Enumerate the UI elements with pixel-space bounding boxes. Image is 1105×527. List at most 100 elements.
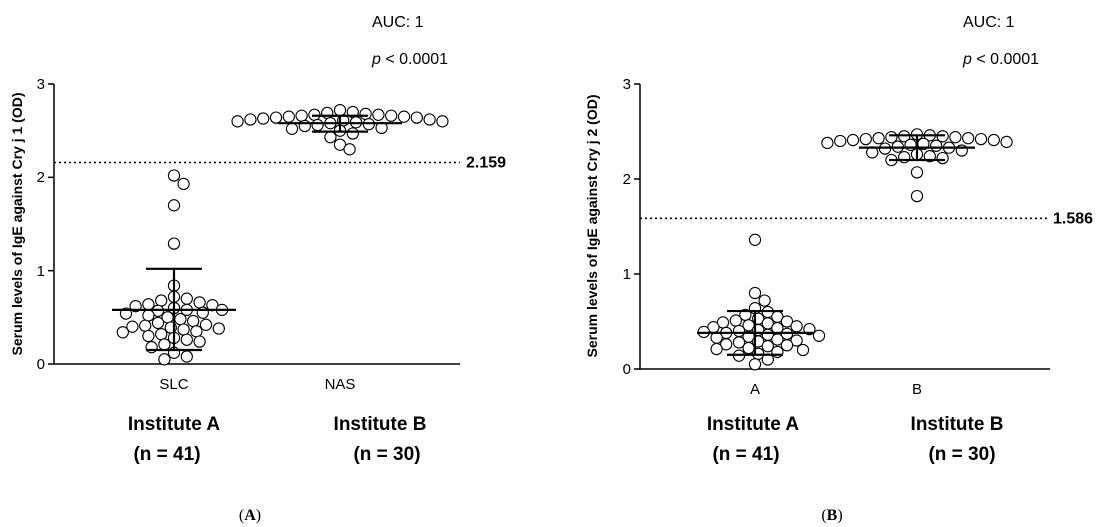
- data-point: [780, 315, 794, 328]
- data-point: [859, 132, 872, 146]
- data-point: [748, 233, 762, 246]
- data-point: [732, 336, 746, 349]
- data-point: [780, 339, 794, 352]
- p-value-text: < 0.0001: [972, 51, 1039, 68]
- data-point: [167, 199, 181, 212]
- y-tick-label: 0: [37, 356, 45, 373]
- data-point: [145, 341, 158, 354]
- y-tick-label: 2: [37, 169, 45, 186]
- data-point: [910, 189, 924, 203]
- p-value-text: < 0.0001: [381, 51, 448, 68]
- p-value-label: p < 0.0001: [371, 51, 448, 68]
- data-point: [720, 338, 733, 351]
- category-label-b: B: [912, 381, 922, 398]
- data-point: [962, 131, 975, 145]
- data-point: [372, 108, 385, 121]
- data-point: [821, 136, 834, 150]
- y-axis-label: Serum levels of IgE against Cry j 1 (OD): [9, 93, 25, 356]
- data-point: [796, 343, 810, 357]
- category-label-slc: SLC: [159, 376, 188, 393]
- group-n-institute-a: (n = 41): [712, 444, 779, 465]
- data-point: [758, 294, 771, 307]
- data-point: [174, 313, 187, 326]
- data-point: [359, 107, 372, 121]
- data-point: [269, 111, 283, 124]
- data-point: [142, 329, 155, 343]
- panel-label: (A): [239, 507, 261, 524]
- data-point: [257, 112, 270, 125]
- data-point: [311, 118, 324, 132]
- mean-sd-bars: [697, 134, 975, 356]
- data-point: [151, 316, 165, 330]
- data-point: [190, 325, 203, 338]
- data-point: [812, 329, 826, 342]
- data-point: [974, 132, 988, 146]
- data-point: [987, 133, 1000, 147]
- data-point: [158, 338, 171, 351]
- data-point: [410, 111, 423, 124]
- data-point: [790, 320, 803, 333]
- data-point: [142, 298, 155, 311]
- category-label-a: A: [750, 381, 760, 398]
- y-tick-label: 0: [623, 361, 631, 378]
- data-point: [343, 143, 356, 156]
- data-point: [385, 109, 398, 122]
- data-point: [193, 296, 206, 309]
- cutoff-label: 2.159: [466, 154, 506, 171]
- data-point: [199, 318, 213, 331]
- data-point: [936, 151, 949, 165]
- group-name-institute-a: Institute A: [707, 414, 799, 435]
- y-tick-marks: [48, 83, 54, 365]
- y-tick-labels: 0 1 2 3: [37, 76, 45, 373]
- p-symbol: p: [962, 51, 972, 68]
- panel-b: AUC: 1 p < 0.0001 Serum levels of IgE ag…: [584, 14, 1093, 524]
- data-point: [142, 309, 155, 322]
- data-point: [167, 169, 181, 182]
- panel-letter: A: [244, 507, 256, 524]
- p-symbol: p: [371, 51, 381, 68]
- group-name-institute-b: Institute B: [334, 414, 427, 435]
- data-point: [282, 110, 295, 123]
- data-point: [790, 334, 803, 347]
- data-point: [872, 131, 885, 145]
- data-point: [298, 119, 311, 133]
- data-point: [180, 292, 193, 305]
- data-point: [761, 340, 774, 353]
- panel-letter: B: [827, 507, 838, 524]
- data-point: [167, 237, 181, 250]
- y-tick-labels: 0 1 2 3: [623, 76, 631, 378]
- data-point: [436, 115, 449, 128]
- data-point: [333, 103, 347, 117]
- auc-label: AUC: 1: [963, 14, 1015, 31]
- y-tick-label: 1: [623, 266, 631, 283]
- group-name-institute-a: Institute A: [128, 414, 220, 435]
- group-n-institute-b: (n = 30): [353, 444, 420, 465]
- data-point: [346, 127, 359, 140]
- data-point: [180, 333, 193, 346]
- data-point: [244, 113, 257, 126]
- data-point: [196, 306, 209, 319]
- data-point: [126, 320, 139, 333]
- y-tick-label: 3: [623, 76, 631, 93]
- data-point: [423, 113, 436, 126]
- data-point: [949, 131, 962, 144]
- data-point: [846, 133, 860, 147]
- group-n-institute-b: (n = 30): [928, 444, 995, 465]
- data-points: [116, 103, 449, 366]
- group-name-institute-b: Institute B: [911, 414, 1004, 435]
- data-point: [155, 294, 168, 307]
- data-point: [748, 358, 762, 371]
- y-tick-marks: [634, 83, 640, 370]
- data-point: [187, 314, 200, 328]
- data-point: [1000, 135, 1013, 149]
- panel-label: (B): [821, 507, 842, 524]
- data-point: [180, 350, 193, 363]
- data-point: [116, 326, 129, 339]
- data-point: [231, 115, 244, 128]
- data-point: [285, 122, 299, 135]
- y-axis-label: Serum levels of IgE against Cry j 2 (OD): [584, 95, 600, 358]
- cutoff-label: 1.586: [1053, 210, 1093, 227]
- data-point: [324, 131, 337, 144]
- data-point: [710, 342, 723, 356]
